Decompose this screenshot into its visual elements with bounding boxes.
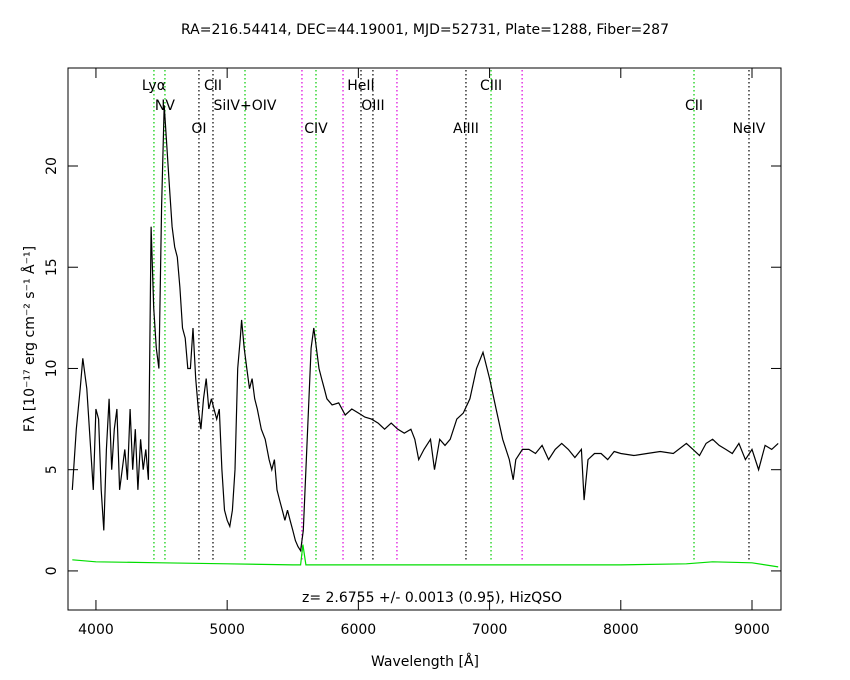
x-tick-label: 4000 [78,622,114,638]
chart-title: RA=216.54414, DEC=44.19001, MJD=52731, P… [181,22,669,38]
emission-line-label: NV [155,98,175,114]
emission-line-label: CIV [304,121,328,137]
emission-line-label: OIII [361,98,384,114]
x-tick-label: 5000 [209,622,245,638]
y-tick-label: 15 [44,258,60,276]
emission-line-label: SiIV+OIV [214,98,277,114]
y-tick-label: 20 [44,157,60,175]
x-tick-label: 7000 [472,622,508,638]
annotation: z= 2.6755 +/- 0.0013 (0.95), HizQSO [302,590,562,606]
plot-frame [67,67,782,611]
spectrum-line [71,105,779,553]
y-tick-label: 10 [44,360,60,378]
emission-line-label: OI [191,121,206,137]
emission-line-label: Lyα [142,78,166,94]
emission-line-label: HeII [347,78,374,94]
y-tick-label: 0 [44,566,60,575]
emission-line-label: CII [685,98,703,114]
y-axis-label: Fλ [10⁻¹⁷ erg cm⁻² s⁻¹ Å⁻¹] [21,246,38,432]
emission-line-label: CIII [480,78,502,94]
emission-line-label: NeIV [733,121,766,137]
x-axis-label: Wavelength [Å] [371,653,479,670]
emission-line-label: AlIII [453,121,479,137]
emission-line-label: CII [204,78,222,94]
x-tick-label: 6000 [341,622,377,638]
spectrum-line [72,544,779,568]
x-tick-label: 8000 [603,622,639,638]
x-tick-label: 9000 [734,622,770,638]
y-tick-label: 5 [44,465,60,474]
